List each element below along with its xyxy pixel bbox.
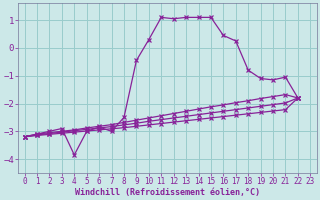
- X-axis label: Windchill (Refroidissement éolien,°C): Windchill (Refroidissement éolien,°C): [75, 188, 260, 197]
